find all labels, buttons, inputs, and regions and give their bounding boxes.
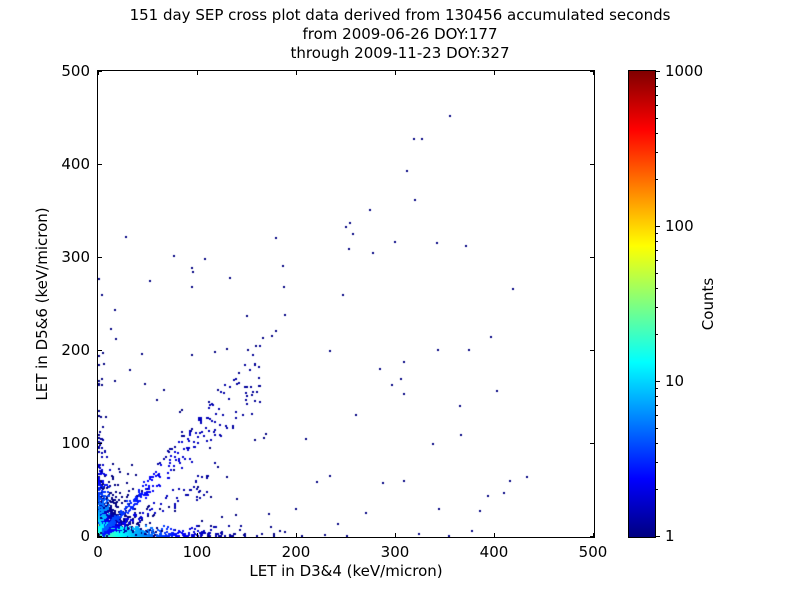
y-tick-mark-right — [590, 350, 594, 351]
x-tick-mark-top — [98, 71, 99, 75]
x-tick-mark — [395, 533, 396, 537]
y-tick-mark-right — [590, 443, 594, 444]
y-tick-label: 300 — [61, 248, 90, 266]
colorbar-minor-tick-mark — [656, 86, 658, 87]
y-tick-mark — [98, 536, 102, 537]
x-tick-mark-top — [395, 71, 396, 75]
x-tick-label: 200 — [281, 543, 311, 561]
colorbar-minor-tick-mark — [656, 179, 658, 180]
x-tick-mark-top — [593, 71, 594, 75]
colorbar-minor-tick-mark — [656, 118, 658, 119]
y-tick-label: 400 — [61, 155, 90, 173]
colorbar-minor-tick-mark — [656, 233, 658, 234]
x-tick-mark-top — [494, 71, 495, 75]
y-tick-mark — [98, 257, 102, 258]
colorbar-minor-tick-mark — [656, 388, 658, 389]
colorbar-minor-tick-mark — [656, 462, 658, 463]
colorbar-tick-label: 100 — [665, 217, 694, 235]
colorbar-tick-mark — [656, 536, 660, 537]
colorbar-gradient — [629, 71, 655, 537]
colorbar-tick-mark — [656, 71, 660, 72]
x-tick-mark-top — [296, 71, 297, 75]
x-tick-label: 0 — [93, 543, 103, 561]
x-tick-mark — [296, 533, 297, 537]
colorbar-minor-tick-mark — [656, 78, 658, 79]
colorbar-minor-tick-mark — [656, 241, 658, 242]
x-tick-label: 100 — [182, 543, 212, 561]
y-tick-mark — [98, 443, 102, 444]
y-tick-label: 0 — [80, 527, 90, 545]
colorbar-minor-tick-mark — [656, 396, 658, 397]
colorbar-minor-tick-mark — [656, 489, 658, 490]
colorbar-minor-tick-mark — [656, 415, 658, 416]
chart-title-line-2: from 2009-06-26 DOY:177 — [302, 25, 498, 43]
y-tick-label: 500 — [61, 62, 90, 80]
y-axis-label: LET in D5&6 (keV/micron) — [33, 207, 51, 401]
colorbar-minor-tick-mark — [656, 133, 658, 134]
colorbar-tick-mark — [656, 226, 660, 227]
colorbar-minor-tick-mark — [656, 405, 658, 406]
x-tick-label: 300 — [380, 543, 410, 561]
y-tick-mark-right — [590, 71, 594, 72]
y-tick-label: 100 — [61, 434, 90, 452]
colorbar-minor-tick-mark — [656, 428, 658, 429]
colorbar-minor-tick-mark — [656, 307, 658, 308]
scatter-canvas — [98, 71, 594, 537]
y-tick-mark — [98, 164, 102, 165]
chart-title: 151 day SEP cross plot data derived from… — [0, 6, 800, 63]
x-tick-mark — [494, 533, 495, 537]
x-tick-mark-top — [197, 71, 198, 75]
colorbar-minor-tick-mark — [656, 95, 658, 96]
y-tick-mark-right — [590, 164, 594, 165]
colorbar-minor-tick-mark — [656, 250, 658, 251]
x-tick-label: 500 — [578, 543, 608, 561]
colorbar-minor-tick-mark — [656, 260, 658, 261]
colorbar-minor-tick-mark — [656, 105, 658, 106]
y-tick-mark-right — [590, 257, 594, 258]
colorbar-minor-tick-mark — [656, 288, 658, 289]
colorbar — [628, 70, 656, 538]
y-tick-label: 200 — [61, 341, 90, 359]
colorbar-minor-tick-mark — [656, 273, 658, 274]
x-tick-mark — [593, 533, 594, 537]
y-tick-mark — [98, 350, 102, 351]
x-axis-label: LET in D3&4 (keV/micron) — [249, 562, 443, 580]
chart-title-line-1: 151 day SEP cross plot data derived from… — [129, 6, 671, 24]
x-tick-label: 400 — [479, 543, 509, 561]
colorbar-minor-tick-mark — [656, 152, 658, 153]
y-tick-mark — [98, 71, 102, 72]
colorbar-tick-mark — [656, 381, 660, 382]
y-tick-mark-right — [590, 536, 594, 537]
x-tick-mark — [98, 533, 99, 537]
colorbar-tick-label: 10 — [665, 372, 685, 390]
plot-area: 0 100 200 300 400 500 0 100 200 300 400 500 — [61, 62, 607, 561]
colorbar-minor-tick-mark — [656, 443, 658, 444]
chart-title-line-3: through 2009-11-23 DOY:327 — [290, 44, 510, 62]
colorbar-label: Counts — [699, 277, 717, 331]
colorbar-tick-label: 1000 — [665, 62, 704, 80]
colorbar-minor-tick-mark — [656, 334, 658, 335]
x-tick-mark — [197, 533, 198, 537]
colorbar-ticks: 1 10 100 1000 — [628, 62, 703, 545]
colorbar-tick-label: 1 — [665, 527, 675, 545]
